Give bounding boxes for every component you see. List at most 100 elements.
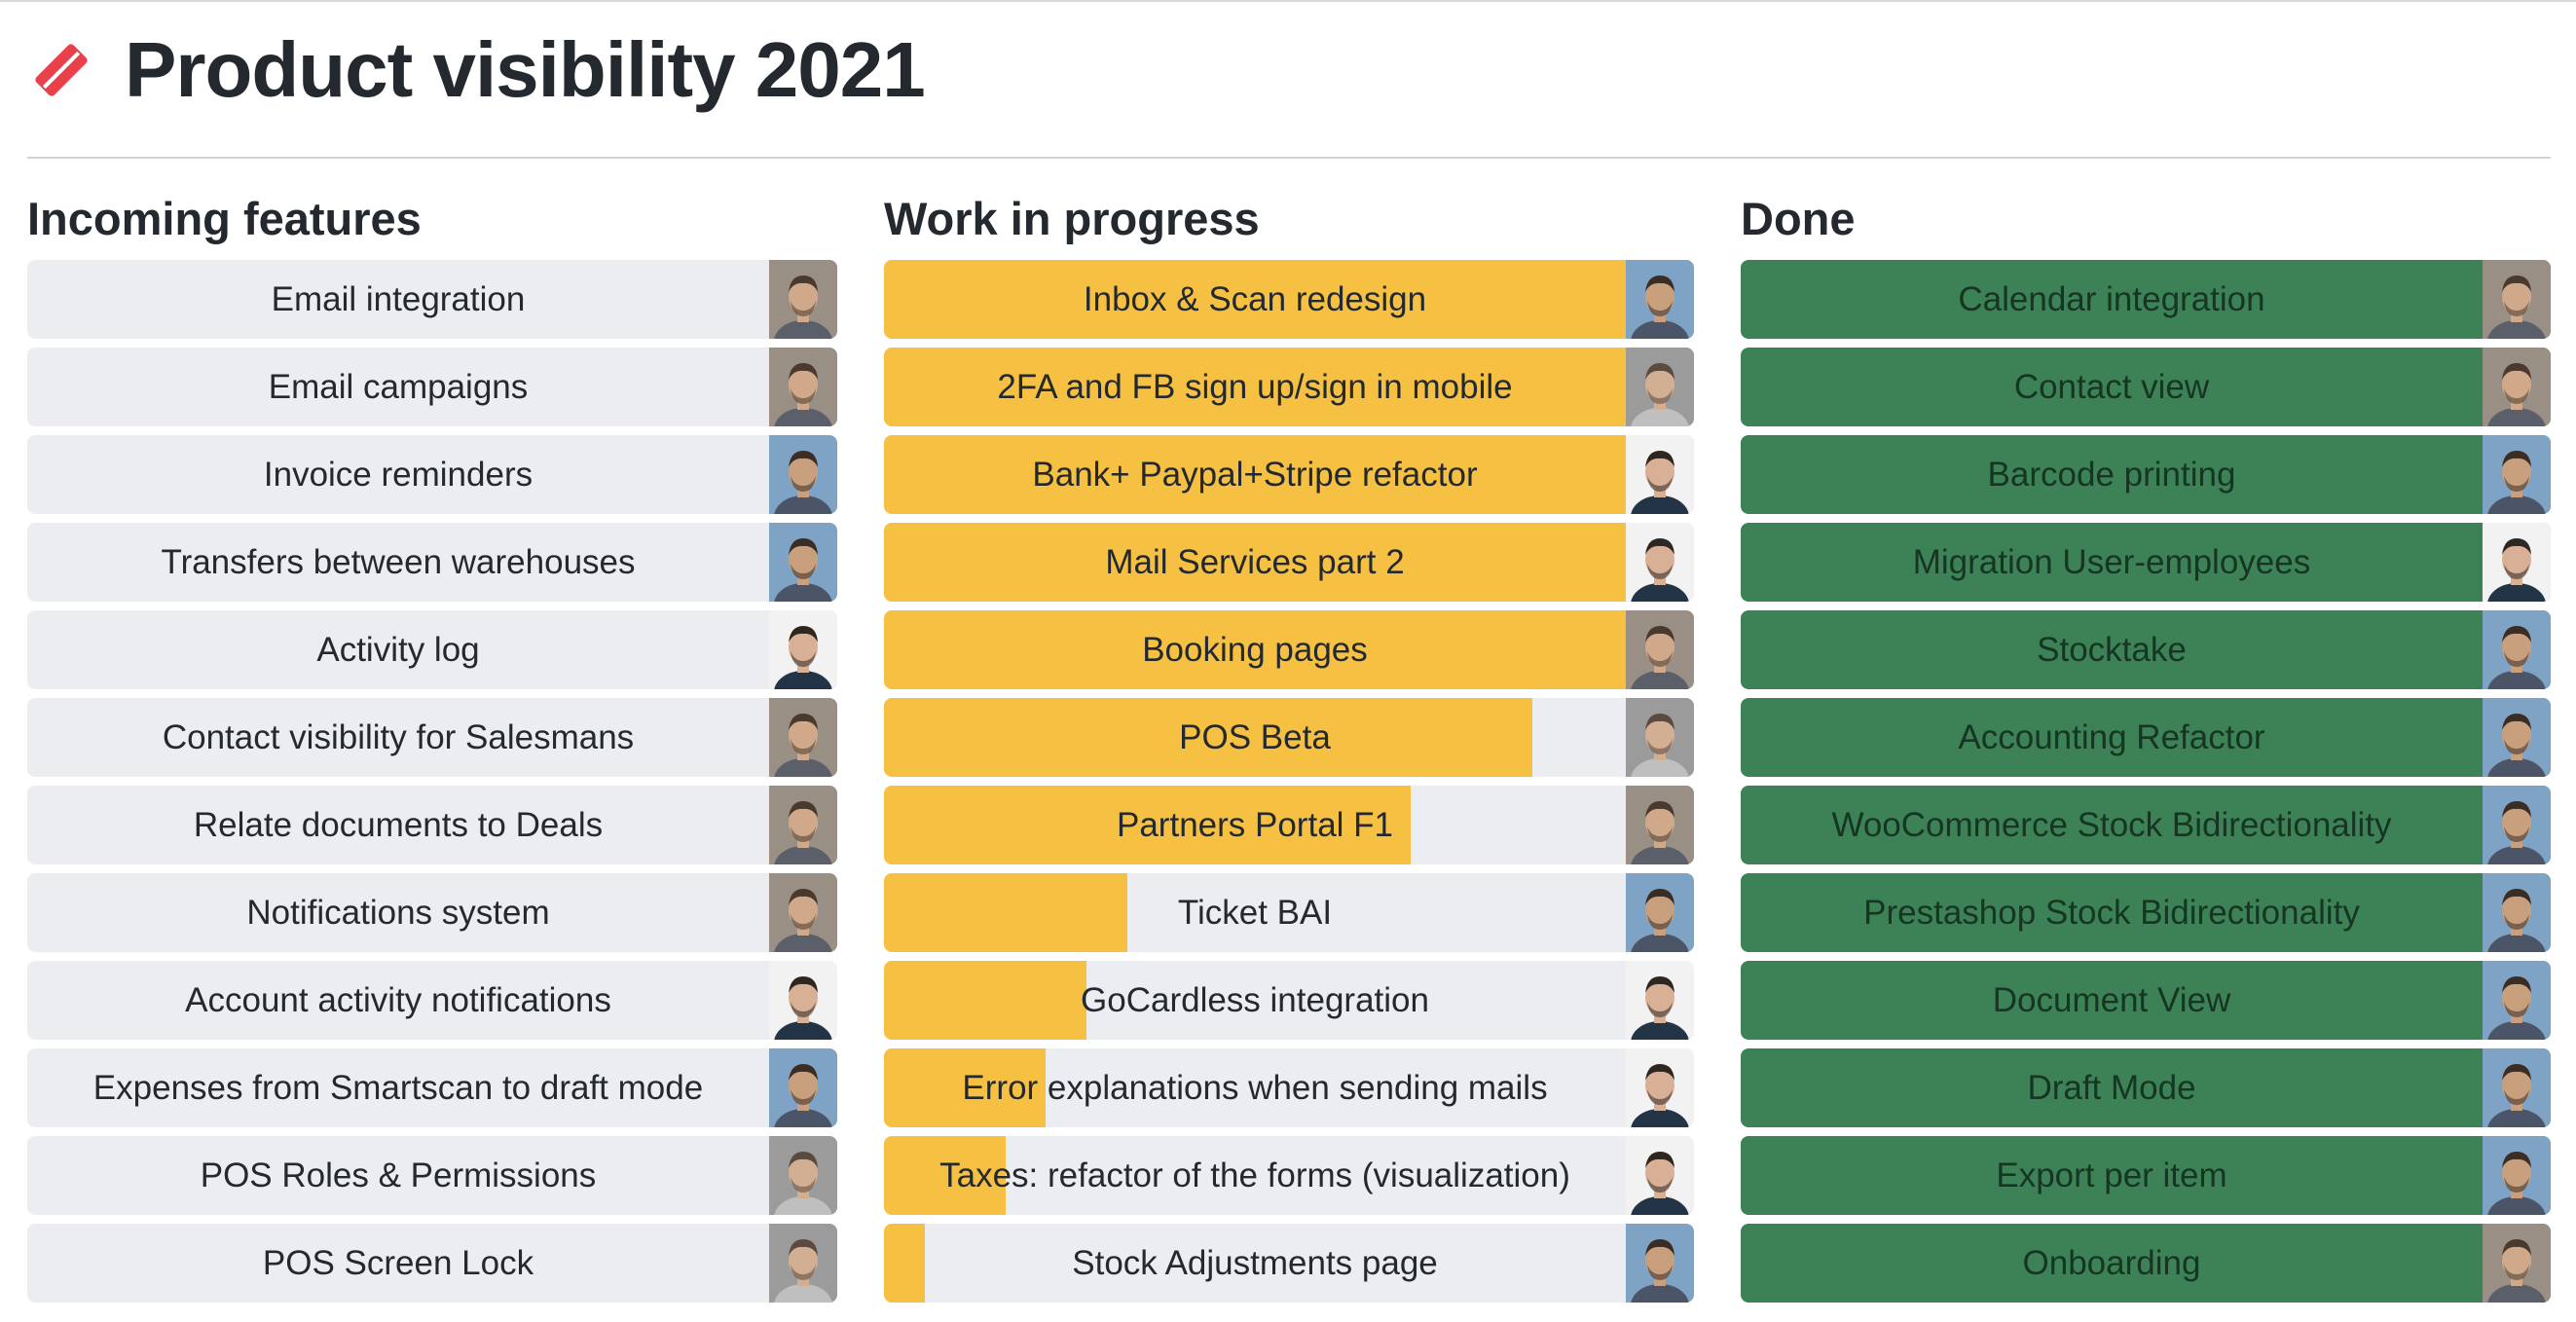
feature-card[interactable]: POS Beta	[884, 698, 1694, 777]
avatar[interactable]	[2483, 873, 2551, 952]
feature-card[interactable]: 2FA and FB sign up/sign in mobile	[884, 348, 1694, 426]
header-divider	[27, 157, 2551, 159]
avatar[interactable]	[1626, 1224, 1694, 1303]
wip-list: Inbox & Scan redesign 2FA and FB sign up/…	[884, 260, 1694, 1303]
feature-label: Account activity notifications	[185, 981, 611, 1019]
feature-card[interactable]: Taxes: refactor of the forms (visualizat…	[884, 1136, 1694, 1215]
avatar[interactable]	[1626, 961, 1694, 1040]
avatar[interactable]	[2483, 698, 2551, 777]
avatar[interactable]	[769, 1048, 837, 1127]
red-gem-icon	[35, 44, 88, 96]
feature-card[interactable]: Bank+ Paypal+Stripe refactor	[884, 435, 1694, 514]
feature-card[interactable]: Draft Mode	[1741, 1048, 2551, 1127]
feature-label: POS Beta	[1179, 718, 1331, 756]
feature-label: WooCommerce Stock Bidirectionality	[1831, 806, 2392, 844]
feature-card[interactable]: Calendar integration	[1741, 260, 2551, 339]
progress-bar	[884, 786, 1411, 864]
progress-bar	[884, 348, 1694, 426]
feature-label: Email campaigns	[268, 368, 529, 406]
avatar[interactable]	[1626, 523, 1694, 602]
avatar[interactable]	[1626, 698, 1694, 777]
avatar[interactable]	[2483, 1224, 2551, 1303]
avatar[interactable]	[2483, 610, 2551, 689]
feature-label: Invoice reminders	[263, 456, 534, 494]
feature-label: Inbox & Scan redesign	[1083, 280, 1427, 318]
progress-bar	[884, 1224, 925, 1303]
feature-card[interactable]: Inbox & Scan redesign	[884, 260, 1694, 339]
feature-card[interactable]: Document View	[1741, 961, 2551, 1040]
avatar[interactable]	[769, 1136, 837, 1215]
feature-card[interactable]: Export per item	[1741, 1136, 2551, 1215]
avatar[interactable]	[2483, 260, 2551, 339]
avatar[interactable]	[2483, 1136, 2551, 1215]
feature-card[interactable]: Error explanations when sending mails	[884, 1048, 1694, 1127]
avatar[interactable]	[769, 610, 837, 689]
feature-card[interactable]: Prestashop Stock Bidirectionality	[1741, 873, 2551, 952]
feature-card[interactable]: GoCardless integration	[884, 961, 1694, 1040]
avatar[interactable]	[769, 961, 837, 1040]
avatar[interactable]	[769, 1224, 837, 1303]
feature-card[interactable]: Stock Adjustments page	[884, 1224, 1694, 1303]
feature-card[interactable]: WooCommerce Stock Bidirectionality	[1741, 786, 2551, 864]
feature-card[interactable]: Relate documents to Deals	[27, 786, 837, 864]
feature-label: Onboarding	[2022, 1244, 2201, 1282]
feature-card[interactable]: Stocktake	[1741, 610, 2551, 689]
avatar[interactable]	[769, 260, 837, 339]
feature-card[interactable]: Onboarding	[1741, 1224, 2551, 1303]
feature-card[interactable]: Contact visibility for Salesmans	[27, 698, 837, 777]
feature-card[interactable]: Email campaigns	[27, 348, 837, 426]
progress-bar	[884, 1048, 1047, 1127]
feature-card[interactable]: Notifications system	[27, 873, 837, 952]
incoming-list: Email integration Email campaigns Invoice …	[27, 260, 837, 1303]
feature-card[interactable]: Account activity notifications	[27, 961, 837, 1040]
avatar[interactable]	[2483, 435, 2551, 514]
feature-label: Migration User-employees	[1912, 543, 2311, 581]
progress-bar	[884, 698, 1532, 777]
feature-card[interactable]: Partners Portal F1	[884, 786, 1694, 864]
feature-label: Stocktake	[2037, 631, 2187, 669]
avatar[interactable]	[769, 523, 837, 602]
feature-label: Booking pages	[1142, 631, 1368, 669]
feature-label: Barcode printing	[1987, 456, 2236, 494]
avatar[interactable]	[1626, 435, 1694, 514]
avatar[interactable]	[769, 786, 837, 864]
feature-label: Document View	[1992, 981, 2231, 1019]
feature-card[interactable]: Email integration	[27, 260, 837, 339]
avatar[interactable]	[1626, 873, 1694, 952]
feature-label: Activity log	[316, 631, 480, 669]
feature-label: Mail Services part 2	[1105, 543, 1405, 581]
avatar[interactable]	[2483, 786, 2551, 864]
feature-card[interactable]: Transfers between warehouses	[27, 523, 837, 602]
feature-card[interactable]: Migration User-employees	[1741, 523, 2551, 602]
feature-label: Transfers between warehouses	[161, 543, 636, 581]
feature-card[interactable]: Contact view	[1741, 348, 2551, 426]
feature-card[interactable]: Ticket BAI	[884, 873, 1694, 952]
avatar[interactable]	[1626, 260, 1694, 339]
feature-card[interactable]: Activity log	[27, 610, 837, 689]
feature-card[interactable]: Mail Services part 2	[884, 523, 1694, 602]
avatar[interactable]	[2483, 961, 2551, 1040]
feature-card[interactable]: POS Roles & Permissions	[27, 1136, 837, 1215]
feature-card[interactable]: Expenses from Smartscan to draft mode	[27, 1048, 837, 1127]
avatar[interactable]	[1626, 1048, 1694, 1127]
avatar[interactable]	[1626, 610, 1694, 689]
feature-card[interactable]: Invoice reminders	[27, 435, 837, 514]
feature-card[interactable]: Barcode printing	[1741, 435, 2551, 514]
avatar[interactable]	[2483, 348, 2551, 426]
avatar[interactable]	[2483, 523, 2551, 602]
avatar[interactable]	[1626, 786, 1694, 864]
avatar[interactable]	[769, 348, 837, 426]
avatar[interactable]	[769, 873, 837, 952]
avatar[interactable]	[2483, 1048, 2551, 1127]
feature-card[interactable]: Booking pages	[884, 610, 1694, 689]
column-title: Work in progress	[884, 193, 1260, 244]
feature-label: Email integration	[271, 280, 526, 318]
feature-card[interactable]: POS Screen Lock	[27, 1224, 837, 1303]
avatar[interactable]	[769, 435, 837, 514]
feature-label: POS Screen Lock	[262, 1244, 534, 1282]
feature-label: Contact view	[2013, 368, 2210, 406]
avatar[interactable]	[1626, 348, 1694, 426]
feature-card[interactable]: Accounting Refactor	[1741, 698, 2551, 777]
avatar[interactable]	[1626, 1136, 1694, 1215]
avatar[interactable]	[769, 698, 837, 777]
